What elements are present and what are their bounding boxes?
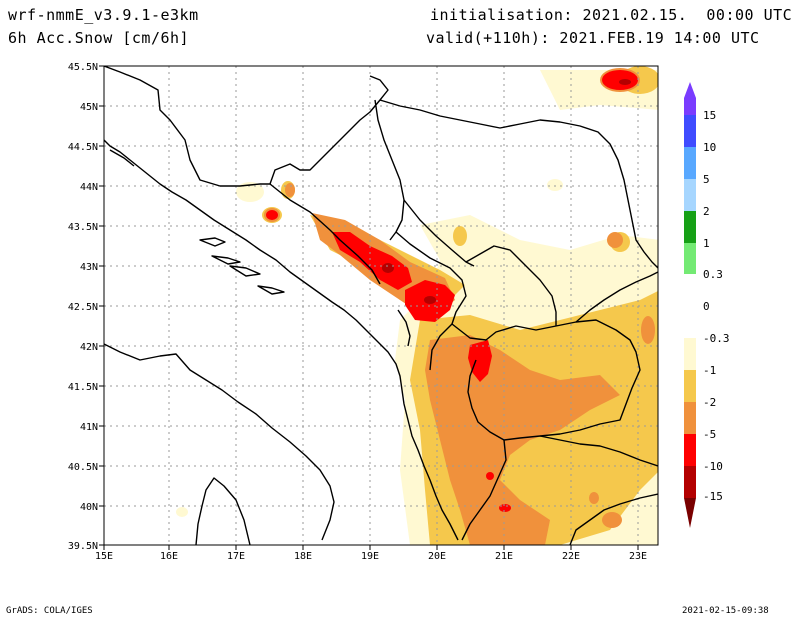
colorbar-label: 0.3 — [703, 268, 723, 281]
snow-field — [176, 66, 658, 545]
lon-label: 18E — [294, 551, 312, 562]
colorbar-swatch — [684, 211, 696, 243]
colorbar-label: -1 — [703, 364, 716, 377]
grid-lines — [104, 66, 658, 545]
valid-time: valid(+110h): 2021.FEB.19 14:00 UTC — [426, 29, 760, 47]
lat-label: 41N — [80, 422, 98, 433]
colorbar-swatch — [684, 274, 696, 338]
colorbar-label: 15 — [703, 109, 716, 122]
coastlines-borders — [104, 66, 658, 545]
lat-label: 44.5N — [68, 142, 98, 153]
lat-label: 42.5N — [68, 302, 98, 313]
colorbar-label: 5 — [703, 173, 710, 186]
lon-labels: 15E 16E 17E 18E 19E 20E 21E 22E 23E — [95, 551, 647, 562]
lon-label: 22E — [562, 551, 580, 562]
lat-label: 45.5N — [68, 62, 98, 73]
init-time: initialisation: 2021.02.15. 00:00 UTC — [430, 6, 793, 24]
lon-label: 21E — [495, 551, 513, 562]
colorbar-swatch — [684, 338, 696, 370]
lat-label: 40N — [80, 502, 98, 513]
colorbar-label: 10 — [703, 141, 716, 154]
colorbar-label: -0.3 — [703, 332, 730, 345]
colorbar-labels: 15 10 5 2 1 0.3 0 -0.3 -1 -2 -5 -10 -15 — [703, 109, 730, 503]
lat-label: 43N — [80, 262, 98, 273]
lon-label: 20E — [428, 551, 446, 562]
colorbar-label: 1 — [703, 237, 710, 250]
colorbar-label: 0 — [703, 300, 710, 313]
colorbar-bottom-arrow — [684, 498, 696, 528]
lat-label: 40.5N — [68, 462, 98, 473]
colorbar-label: -15 — [703, 490, 723, 503]
colorbar-swatch — [684, 466, 696, 498]
lon-label: 15E — [95, 551, 113, 562]
colorbar-label: 2 — [703, 205, 710, 218]
lat-label: 41.5N — [68, 382, 98, 393]
lat-label: 39.5N — [68, 541, 98, 552]
colorbar-swatch — [684, 402, 696, 434]
colorbar-swatch — [684, 115, 696, 147]
footer-timestamp: 2021-02-15-09:38 — [682, 606, 769, 616]
colorbar-swatch — [684, 243, 696, 274]
colorbar-label: -5 — [703, 428, 716, 441]
lon-label: 16E — [160, 551, 178, 562]
lon-label: 19E — [361, 551, 379, 562]
colorbar-swatch — [684, 370, 696, 402]
model-name: wrf-nmmE_v3.9.1-e3km — [8, 6, 199, 24]
colorbar — [684, 82, 696, 528]
lat-label: 44N — [80, 182, 98, 193]
footer-credit: GrADS: COLA/IGES — [6, 606, 93, 616]
lat-label: 45N — [80, 102, 98, 113]
colorbar-swatch — [684, 98, 696, 115]
colorbar-top-arrow — [684, 82, 696, 98]
field-name: 6h Acc.Snow [cm/6h] — [8, 29, 190, 47]
lat-label: 42N — [80, 342, 98, 353]
lon-label: 17E — [227, 551, 245, 562]
colorbar-swatch — [684, 434, 696, 466]
lon-label: 23E — [629, 551, 647, 562]
colorbar-swatch — [684, 179, 696, 211]
lat-label: 43.5N — [68, 222, 98, 233]
lat-labels: 45.5N 45N 44.5N 44N 43.5N 43N 42.5N 42N … — [68, 62, 98, 552]
colorbar-swatch — [684, 147, 696, 179]
colorbar-label: -10 — [703, 460, 723, 473]
colorbar-label: -2 — [703, 396, 716, 409]
